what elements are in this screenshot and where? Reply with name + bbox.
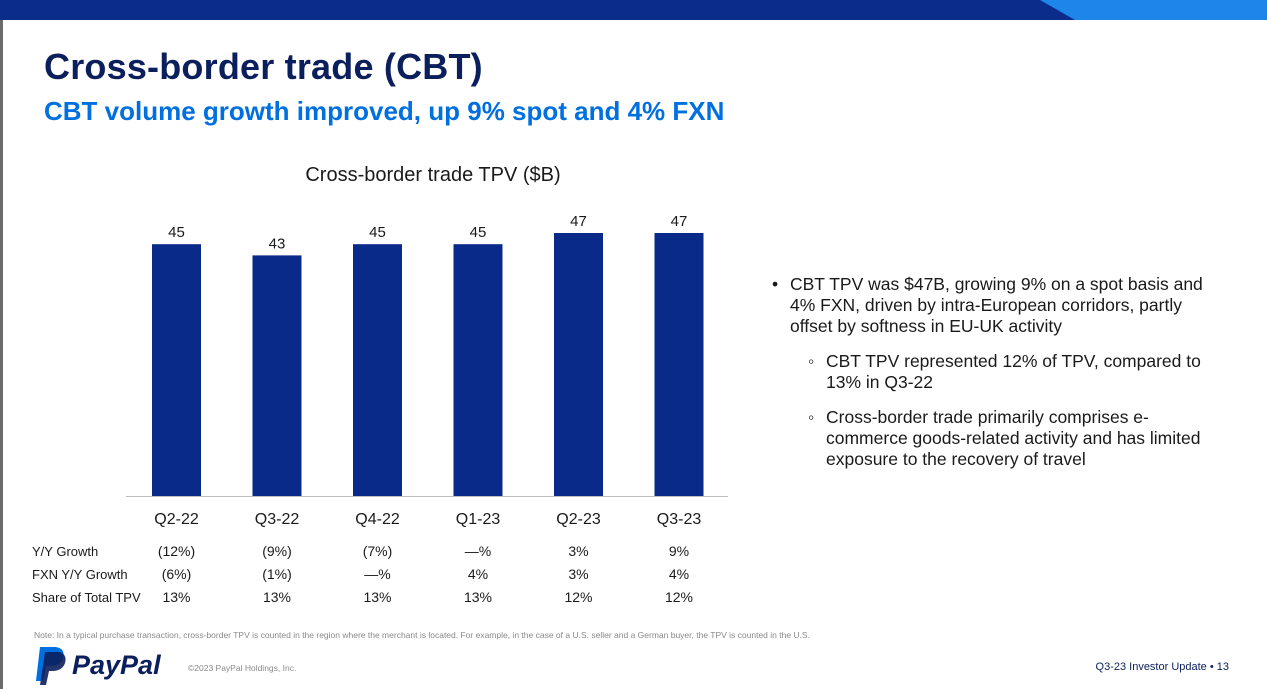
bar-q4-22 (353, 244, 402, 496)
metric-cell: 3% (568, 543, 588, 559)
sub-bullet-share-text: CBT TPV represented 12% of TPV, compared… (826, 351, 1201, 392)
metric-row-label: Share of Total TPV (32, 590, 141, 605)
metric-cell: 12% (564, 589, 592, 605)
x-tick-label: Q2-22 (154, 511, 199, 528)
metric-cell: 13% (464, 589, 492, 605)
metric-cell: (7%) (363, 543, 393, 559)
data-label: 45 (168, 224, 185, 241)
x-tick-label: Q2-23 (556, 511, 601, 528)
metric-cell: —% (364, 566, 390, 582)
bar-q2-23 (554, 233, 603, 496)
bar-q3-22 (252, 255, 302, 496)
metric-cell: 13% (263, 589, 291, 605)
sub-bullet-composition: ◦ Cross-border trade primarily comprises… (808, 407, 1222, 470)
metric-cell: 3% (568, 566, 588, 582)
footer-page-label: Q3-23 Investor Update • 13 (1095, 661, 1229, 673)
bullet-main-text: CBT TPV was $47B, growing 9% on a spot b… (790, 274, 1203, 336)
bar-q3-23 (654, 233, 704, 496)
sub-bullet-marker: ◦ (808, 407, 815, 427)
footnote: Note: In a typical purchase transaction,… (34, 630, 810, 640)
paypal-logo: PayPal (36, 647, 161, 685)
cbt-tpv-chart: Cross-border trade TPV ($B) 45 Q2-22 43 Q3-2… (32, 164, 728, 605)
bullet-main: • CBT TPV was $47B, growing 9% on a spot… (772, 274, 1222, 337)
copyright: ©2023 PayPal Holdings, Inc. (188, 663, 297, 673)
data-label: 47 (671, 213, 688, 230)
metric-cell: (12%) (158, 543, 195, 559)
sub-bullet-composition-text: Cross-border trade primarily comprises e… (826, 407, 1201, 469)
commentary-bullets: • CBT TPV was $47B, growing 9% on a spot… (772, 274, 1222, 484)
page-subtitle: CBT volume growth improved, up 9% spot a… (44, 96, 725, 126)
x-tick-label: Q3-22 (255, 511, 300, 528)
metric-cell: 13% (363, 589, 391, 605)
x-tick-label: Q3-23 (657, 511, 702, 528)
metric-row-label: FXN Y/Y Growth (32, 567, 128, 582)
metric-cell: (6%) (162, 566, 192, 582)
page-title: Cross-border trade (CBT) (44, 46, 483, 87)
data-label: 45 (369, 224, 386, 241)
metric-cell: 4% (468, 566, 488, 582)
data-label: 47 (570, 213, 587, 230)
top-banner (0, 0, 1267, 20)
metric-cell: 13% (162, 589, 190, 605)
data-label: 45 (470, 224, 487, 241)
paypal-p-icon (36, 647, 66, 685)
sub-bullet-marker: ◦ (808, 351, 815, 371)
paypal-wordmark: PayPal (72, 650, 161, 680)
x-tick-label: Q4-22 (355, 511, 400, 528)
data-label: 43 (269, 235, 286, 252)
bar-q1-23 (453, 244, 503, 496)
metric-cell: 12% (665, 589, 693, 605)
metric-cell: (9%) (262, 543, 292, 559)
sub-bullet-share: ◦ CBT TPV represented 12% of TPV, compar… (808, 351, 1222, 393)
bar-q2-22 (152, 244, 201, 496)
left-edge-rule (0, 0, 3, 689)
metric-row-label: Y/Y Growth (32, 544, 98, 559)
x-tick-label: Q1-23 (456, 511, 501, 528)
bullet-marker: • (772, 274, 779, 294)
metric-cell: —% (465, 543, 491, 559)
metric-cell: 9% (669, 543, 689, 559)
metric-cell: (1%) (262, 566, 292, 582)
chart-title: Cross-border trade TPV ($B) (305, 164, 560, 186)
metric-cell: 4% (669, 566, 689, 582)
